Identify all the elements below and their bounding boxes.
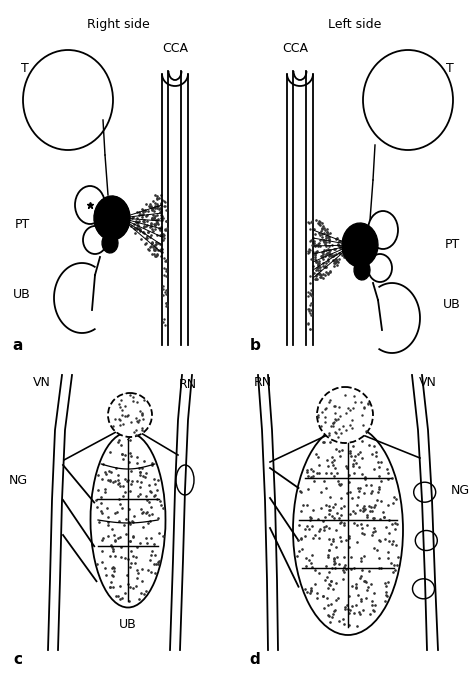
Ellipse shape (75, 186, 105, 224)
Text: d: d (250, 652, 260, 668)
Ellipse shape (293, 425, 403, 635)
Circle shape (317, 387, 373, 443)
Text: UB: UB (443, 298, 461, 311)
Text: a: a (13, 338, 23, 353)
Text: T: T (21, 62, 29, 75)
Text: Right side: Right side (87, 18, 149, 31)
Text: RN: RN (254, 376, 272, 388)
Text: PT: PT (14, 218, 29, 231)
Text: T: T (446, 62, 454, 75)
Polygon shape (94, 196, 130, 240)
Ellipse shape (83, 226, 107, 254)
Circle shape (108, 393, 152, 437)
Text: CCA: CCA (282, 41, 308, 54)
Text: Left side: Left side (328, 18, 382, 31)
Text: PT: PT (444, 239, 460, 252)
Ellipse shape (368, 254, 392, 282)
Ellipse shape (176, 465, 194, 495)
Text: UB: UB (119, 618, 137, 631)
Ellipse shape (415, 530, 438, 551)
Ellipse shape (414, 482, 436, 502)
Polygon shape (354, 260, 370, 280)
Ellipse shape (368, 211, 398, 249)
Ellipse shape (91, 433, 165, 607)
Ellipse shape (363, 50, 453, 150)
Text: CB: CB (121, 391, 139, 405)
Text: VN: VN (33, 376, 51, 388)
Polygon shape (342, 223, 378, 267)
Text: NG: NG (450, 483, 470, 496)
Ellipse shape (412, 579, 435, 599)
Polygon shape (102, 233, 118, 253)
Text: CCA: CCA (162, 41, 188, 54)
Text: c: c (13, 652, 22, 668)
Text: UB: UB (13, 289, 31, 302)
Text: NG: NG (9, 473, 27, 487)
Text: b: b (250, 338, 260, 353)
Text: CB: CB (339, 388, 357, 401)
Text: VN: VN (419, 376, 437, 388)
Text: RN: RN (179, 378, 197, 391)
Text: UB: UB (344, 622, 362, 635)
Ellipse shape (23, 50, 113, 150)
